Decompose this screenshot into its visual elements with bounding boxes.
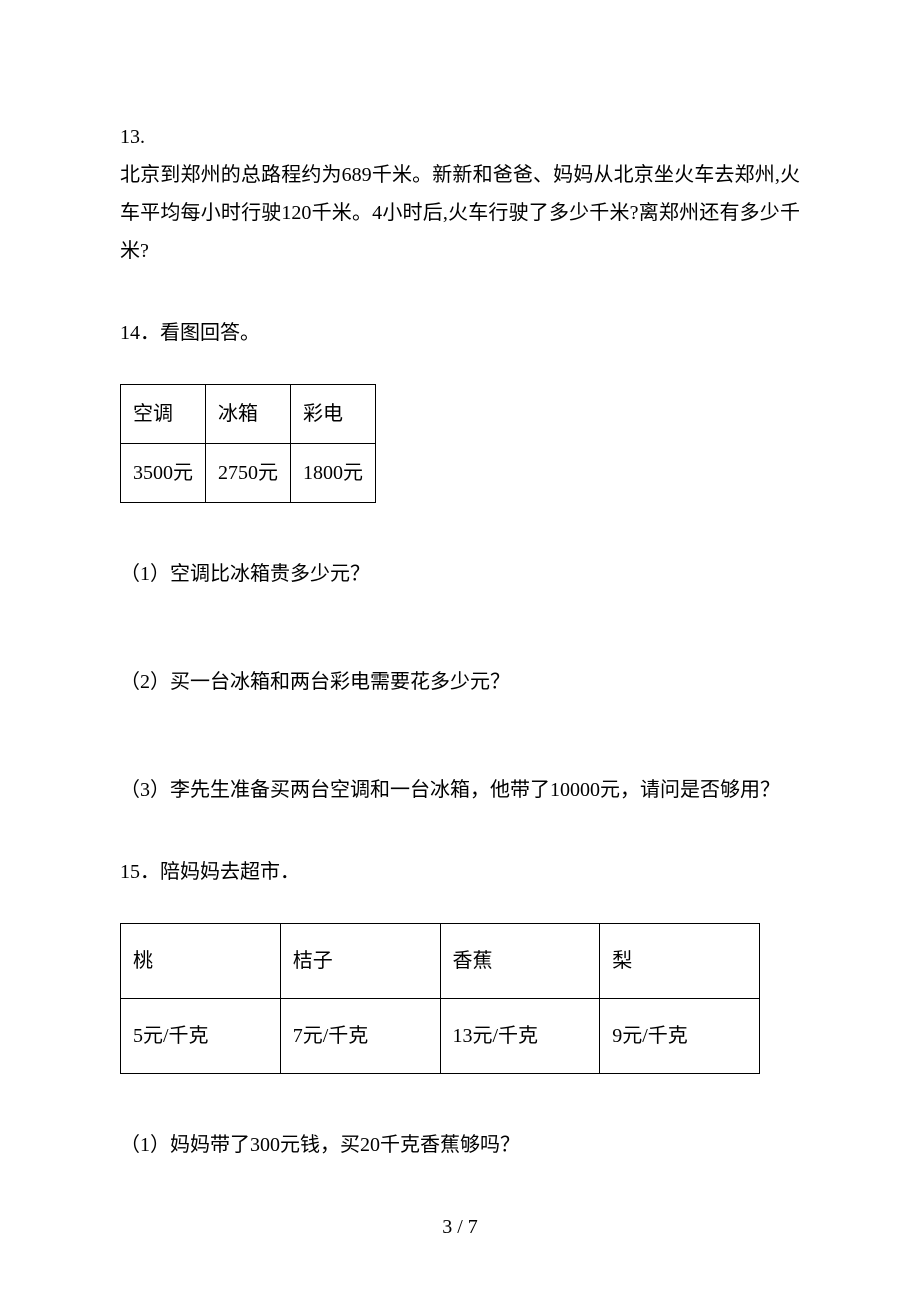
spacer [120, 593, 800, 637]
table-row: 桃 桔子 香蕉 梨 [121, 924, 760, 999]
page-footer: 3 / 7 [0, 1208, 920, 1246]
table-cell: 1800元 [291, 444, 376, 503]
page-sep: / [452, 1216, 468, 1238]
q15-heading: 15．陪妈妈去超市． [120, 853, 800, 891]
table-cell: 9元/千克 [600, 999, 760, 1074]
spacer [120, 745, 800, 763]
spacer [120, 637, 800, 655]
page-current: 3 [442, 1216, 452, 1238]
spacer [120, 809, 800, 853]
q15-sub1: （1）妈妈带了300元钱，买20千克香蕉够吗？ [120, 1126, 800, 1164]
spacer [120, 1074, 800, 1118]
table-cell: 13元/千克 [440, 999, 600, 1074]
table-row: 3500元 2750元 1800元 [121, 444, 376, 503]
q15-table: 桃 桔子 香蕉 梨 5元/千克 7元/千克 13元/千克 9元/千克 [120, 923, 760, 1074]
table-cell: 桃 [121, 924, 281, 999]
table-cell: 香蕉 [440, 924, 600, 999]
table-cell: 7元/千克 [280, 999, 440, 1074]
page-total: 7 [468, 1216, 478, 1238]
spacer [120, 701, 800, 745]
table-cell: 5元/千克 [121, 999, 281, 1074]
spacer [120, 270, 800, 314]
q14-heading: 14．看图回答。 [120, 314, 800, 352]
table-row: 空调 冰箱 彩电 [121, 385, 376, 444]
spacer [120, 891, 800, 923]
spacer [120, 503, 800, 547]
table-cell: 3500元 [121, 444, 206, 503]
q14-sub1: （1）空调比冰箱贵多少元？ [120, 555, 800, 593]
table-cell: 空调 [121, 385, 206, 444]
q13-text: 北京到郑州的总路程约为689千米。新新和爸爸、妈妈从北京坐火车去郑州,火车平均每… [120, 156, 800, 270]
q14-sub2: （2）买一台冰箱和两台彩电需要花多少元？ [120, 663, 800, 701]
page-container: 13. 北京到郑州的总路程约为689千米。新新和爸爸、妈妈从北京坐火车去郑州,火… [0, 0, 920, 1302]
table-cell: 彩电 [291, 385, 376, 444]
table-cell: 冰箱 [206, 385, 291, 444]
table-cell: 桔子 [280, 924, 440, 999]
q14-sub3: （3）李先生准备买两台空调和一台冰箱，他带了10000元，请问是否够用？ [120, 771, 800, 809]
table-cell: 2750元 [206, 444, 291, 503]
q14-table: 空调 冰箱 彩电 3500元 2750元 1800元 [120, 384, 376, 503]
q13-number: 13. [120, 118, 800, 156]
table-row: 5元/千克 7元/千克 13元/千克 9元/千克 [121, 999, 760, 1074]
spacer [120, 352, 800, 384]
table-cell: 梨 [600, 924, 760, 999]
